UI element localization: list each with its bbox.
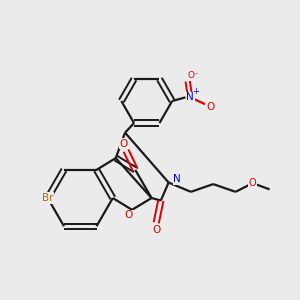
Text: O: O [249, 178, 256, 188]
Text: N: N [186, 92, 194, 102]
Text: O: O [206, 102, 215, 112]
Text: O: O [119, 139, 128, 149]
Text: N: N [173, 174, 181, 184]
Text: O⁻: O⁻ [188, 71, 199, 80]
Text: O: O [152, 225, 160, 235]
Text: +: + [192, 87, 199, 96]
Text: O: O [125, 210, 133, 220]
Text: Br: Br [42, 193, 53, 203]
